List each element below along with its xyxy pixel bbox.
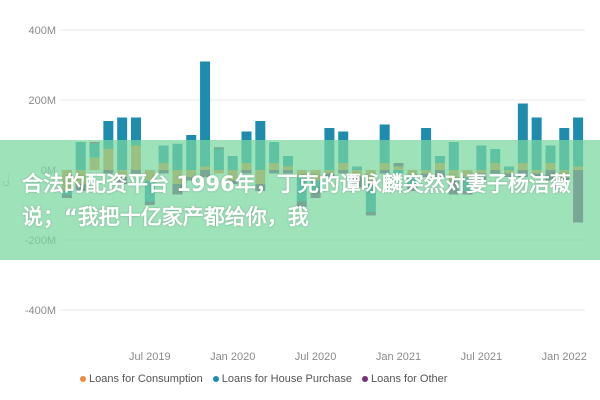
- bar-house: [517, 103, 528, 163]
- legend-item-house: Loans for House Purchase: [212, 373, 352, 385]
- legend-label-other: Loans for Other: [370, 373, 448, 385]
- chart-legend: Loans for Consumption Loans for House Pu…: [80, 373, 447, 385]
- x-tick-label: Jul 2021: [461, 351, 503, 363]
- bar-house: [103, 121, 114, 149]
- overlay-headline: 合法的配资平台 1996年，丁克的谭咏麟突然对妻子杨洁薇说；“我把十亿家产都给你…: [22, 172, 571, 229]
- x-tick-label: Jul 2020: [295, 351, 337, 363]
- x-tick-label: Jan 2021: [376, 351, 421, 363]
- legend-dot-other: [361, 376, 368, 382]
- legend-item-consumption: Loans for Consumption: [80, 373, 203, 385]
- legend-label-house: Loans for House Purchase: [221, 373, 352, 385]
- bar-house: [200, 61, 211, 167]
- y-tick-label: -400M: [25, 305, 56, 317]
- bar-house: [130, 117, 141, 146]
- x-tick-label: Jan 2022: [542, 351, 587, 363]
- x-tick-label: Jul 2019: [129, 351, 171, 363]
- legend-item-other: Loans for Other: [361, 373, 448, 385]
- y-tick-label: 400M: [28, 25, 56, 37]
- y-tick-label: 200M: [28, 95, 56, 107]
- legend-dot-consumption: [80, 376, 86, 382]
- legend-dot-house: [212, 376, 219, 382]
- legend-label-consumption: Loans for Consumption: [89, 373, 203, 385]
- x-tick-label: Jan 2020: [210, 351, 255, 363]
- overlay-banner: [0, 140, 600, 260]
